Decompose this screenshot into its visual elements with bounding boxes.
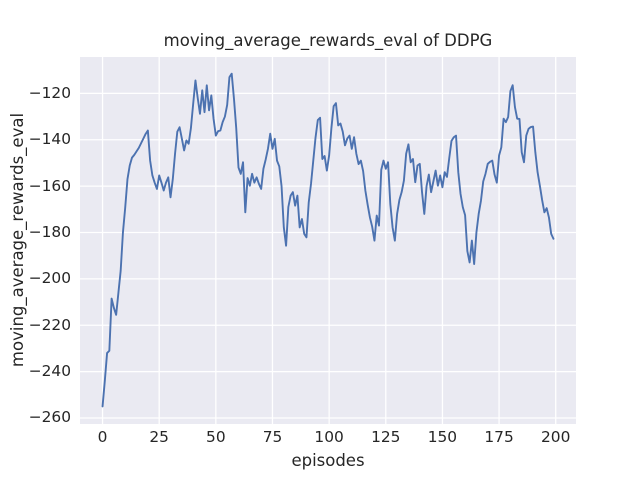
y-tick-label: −140: [28, 130, 71, 149]
y-tick-label: −240: [28, 362, 71, 381]
x-tick-label: 25: [149, 428, 169, 446]
series-line: [101, 72, 555, 408]
y-tick-label: −180: [28, 223, 71, 241]
x-tick-label: 125: [371, 428, 401, 446]
x-tick-label: 200: [541, 428, 571, 446]
x-tick-label: 75: [262, 428, 283, 446]
x-axis-label: episodes: [291, 451, 365, 470]
x-tick-label: 100: [314, 428, 344, 446]
x-tick-label: 150: [427, 428, 458, 446]
y-tick-label: −160: [28, 176, 71, 195]
y-tick-label: −260: [28, 408, 71, 427]
x-tick-label: 50: [206, 428, 226, 446]
plot-area: [80, 57, 576, 424]
chart-title: moving_average_rewards_eval of DDPG: [163, 31, 493, 50]
y-tick-label: −200: [28, 269, 71, 288]
x-tick-label: 175: [484, 428, 514, 446]
y-tick-label: −220: [28, 315, 71, 334]
x-tick-label: 0: [97, 428, 108, 446]
y-tick-label: −120: [28, 83, 71, 102]
